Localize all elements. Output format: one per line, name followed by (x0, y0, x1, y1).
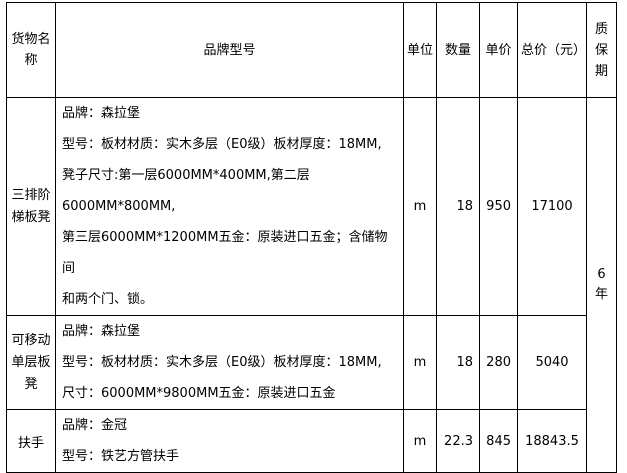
item-price: 950 (479, 97, 518, 316)
header-model: 品牌型号 (55, 2, 404, 98)
item-qty: 22.3 (436, 409, 480, 473)
quotation-table: 货物名称 品牌型号 单位 数量 单价 总价（元） 质保期 三排阶梯板凳 品牌：森… (6, 2, 617, 473)
header-price: 单价 (479, 2, 518, 98)
desc-line: 品牌：森拉堡 (62, 106, 141, 121)
item-total: 17100 (517, 97, 587, 316)
item-description: 品牌：金冠 型号：铁艺方管扶手 (55, 409, 404, 473)
header-row: 货物名称 品牌型号 单位 数量 单价 总价（元） 质保期 (6, 2, 617, 98)
desc-line: 型号：铁艺方管扶手 (62, 449, 180, 464)
item-name: 可移动单层板凳 (6, 315, 56, 410)
warranty-value: 6年 (586, 97, 617, 473)
item-unit: m (403, 315, 437, 410)
item-unit: m (403, 409, 437, 473)
desc-line: 品牌：森拉堡 (62, 324, 141, 339)
header-total: 总价（元） (517, 2, 587, 98)
header-unit: 单位 (403, 2, 437, 98)
header-qty: 数量 (436, 2, 480, 98)
item-total: 18843.5 (517, 409, 587, 473)
item-qty: 18 (436, 315, 480, 410)
table-row: 可移动单层板凳 品牌：森拉堡 型号：板材材质：实木多层（E0级）板材厚度：18M… (6, 315, 617, 410)
desc-line: 型号：板材材质：实木多层（E0级）板材厚度：18MM, (62, 137, 382, 152)
item-name: 扶手 (6, 409, 56, 473)
header-name: 货物名称 (6, 2, 56, 98)
desc-line: 凳子尺寸:第一层6000MM*400MM,第二层6000MM*800MM, (62, 168, 310, 214)
table-row: 三排阶梯板凳 品牌：森拉堡 型号：板材材质：实木多层（E0级）板材厚度：18MM… (6, 97, 617, 473)
desc-line: 和两个门、锁。 (62, 292, 154, 307)
item-total: 5040 (517, 315, 587, 410)
item-description: 品牌：森拉堡 型号：板材材质：实木多层（E0级）板材厚度：18MM, 凳子尺寸:… (55, 97, 404, 316)
desc-line: 第三层6000MM*1200MM五金：原装进口五金；含储物间 (62, 230, 388, 276)
desc-line: 尺寸：6000MM*9800MM五金：原装进口五金 (62, 386, 336, 401)
item-name: 三排阶梯板凳 (6, 97, 56, 316)
item-qty: 18 (436, 97, 480, 316)
item-description: 品牌：森拉堡 型号：板材材质：实木多层（E0级）板材厚度：18MM, 尺寸：60… (55, 315, 404, 410)
desc-line: 品牌：金冠 (62, 418, 128, 433)
table-row: 扶手 品牌：金冠 型号：铁艺方管扶手 m 22.3 845 18843.5 (6, 409, 617, 473)
desc-line: 型号：板材材质：实木多层（E0级）板材厚度：18MM, (62, 355, 382, 370)
header-warranty: 质保期 (586, 2, 617, 98)
item-price: 845 (479, 409, 518, 473)
item-unit: m (403, 97, 437, 316)
item-price: 280 (479, 315, 518, 410)
